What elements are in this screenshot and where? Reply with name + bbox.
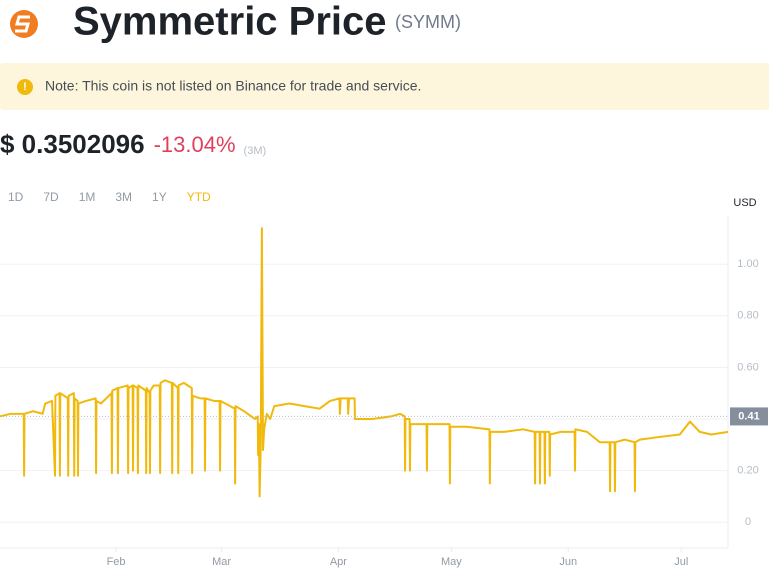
coin-logo-mark	[15, 15, 30, 33]
current-price-box	[730, 407, 768, 426]
x-tick-label: May	[441, 556, 462, 568]
price-change: -13.04%	[154, 132, 236, 157]
x-tick-label: Feb	[107, 556, 126, 568]
note-icon	[17, 79, 33, 95]
y-tick-label: 0.20	[737, 465, 758, 477]
range-button[interactable]: 7D	[43, 190, 59, 204]
y-tick-label: 0.80	[737, 310, 758, 322]
price-line	[0, 227, 729, 498]
range-button[interactable]: YTD	[187, 190, 211, 204]
change-period: (3M)	[244, 145, 267, 157]
price: $ 0.3502096	[0, 129, 145, 159]
note-banner	[0, 63, 769, 110]
y-tick-label: 1.00	[737, 258, 758, 270]
note-text: Note: This coin is not listed on Binance…	[45, 78, 421, 94]
range-button[interactable]: 1D	[8, 190, 24, 204]
range-button[interactable]: 1M	[79, 190, 96, 204]
range-button[interactable]: 1Y	[152, 190, 167, 204]
x-tick-label: Apr	[330, 556, 347, 568]
note-icon-glyph: !	[23, 81, 27, 93]
range-button[interactable]: 3M	[115, 190, 132, 204]
title: Symmetric Price	[73, 0, 387, 44]
x-tick-label: Jul	[674, 556, 688, 568]
y-tick-label: 0.60	[737, 361, 758, 373]
symbol: (SYMM)	[395, 12, 461, 32]
y-tick-label: 0	[745, 516, 751, 528]
y-axis-unit: USD	[733, 197, 756, 209]
x-tick-label: Mar	[212, 556, 231, 568]
x-tick-label: Jun	[559, 556, 577, 568]
current-price-label: 0.41	[738, 410, 759, 422]
